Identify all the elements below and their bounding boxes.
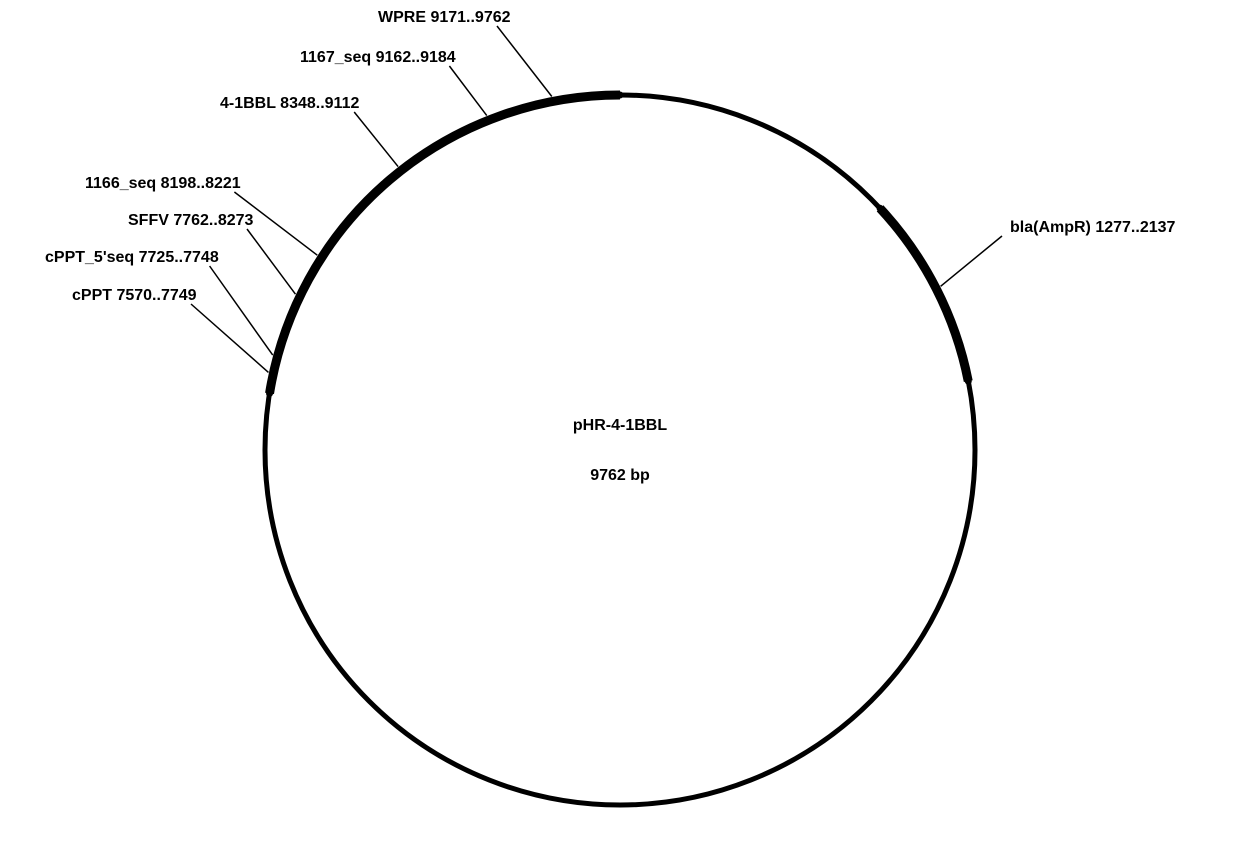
feature-label: 4-1BBL 8348..9112 xyxy=(220,95,359,112)
feature-marker xyxy=(336,229,343,236)
feature-label: 1167_seq 9162..9184 xyxy=(300,49,456,66)
leader-line xyxy=(247,229,295,294)
feature-marker xyxy=(483,118,490,125)
feature-label: cPPT 7570..7749 xyxy=(72,287,197,304)
feature-marker xyxy=(276,347,283,354)
feature-marker xyxy=(965,378,972,385)
plasmid-svg: WPRE 9171..9762 1167_seq 9162..9184 4-1BBL… xyxy=(0,0,1239,842)
plasmid-map: WPRE 9171..9762 1167_seq 9162..9184 4-1BBL… xyxy=(0,0,1239,842)
plasmid-name: pHR-4-1BBL xyxy=(573,417,667,434)
feature-label: cPPT_5'seq 7725..7748 xyxy=(45,249,219,266)
feature-arc xyxy=(270,95,620,393)
feature-marker xyxy=(877,205,884,212)
leader-line xyxy=(210,266,273,355)
feature-marker xyxy=(617,92,624,99)
leader-line xyxy=(449,66,486,116)
feature-label: 1166_seq 8198..8221 xyxy=(85,175,241,192)
feature-marker xyxy=(317,257,324,264)
feature-label: WPRE 9171..9762 xyxy=(378,9,511,26)
feature-marker xyxy=(266,390,273,397)
plasmid-size: 9762 bp xyxy=(590,467,650,484)
feature-arc xyxy=(880,208,968,381)
leader-line xyxy=(941,236,1002,286)
feature-label: SFFV 7762..8273 xyxy=(128,212,254,229)
leader-line xyxy=(191,304,268,372)
feature-label: bla(AmpR) 1277..2137 xyxy=(1010,219,1176,236)
leader-line xyxy=(354,112,398,167)
leader-line xyxy=(497,26,552,97)
